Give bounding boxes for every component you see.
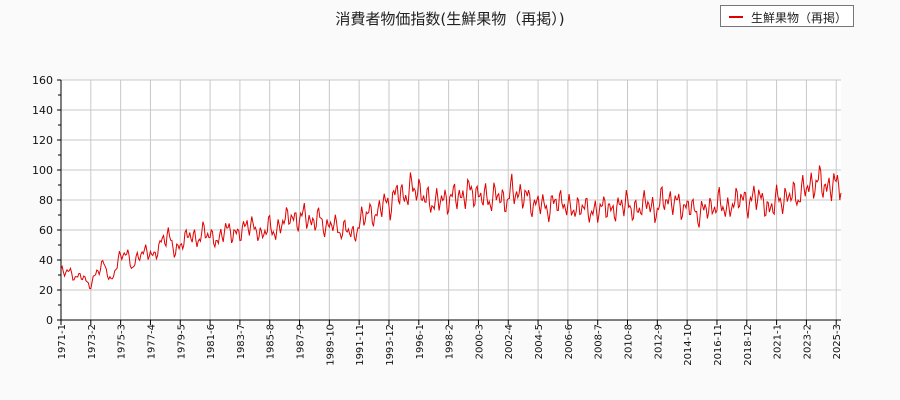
x-tick-label: 2014-10	[683, 324, 694, 366]
x-tick-label: 2016-11	[713, 324, 724, 366]
x-tick-label: 2018-12	[743, 324, 754, 366]
x-tick-label: 2010-8	[624, 324, 635, 359]
series-line-fresh-fruit	[60, 165, 842, 290]
x-tick-label: 1993-12	[385, 324, 396, 366]
x-tick-label: 2021-1	[773, 324, 784, 359]
y-tick-label: 120	[32, 134, 53, 147]
x-tick-label: 2006-6	[564, 324, 575, 359]
x-tick-label: 2023-2	[802, 324, 813, 359]
x-tick-label: 1981-6	[206, 324, 217, 359]
y-tick-label: 80	[39, 194, 53, 207]
legend-label: 生鮮果物（再掲）	[751, 11, 848, 25]
x-tick-label: 2004-5	[534, 324, 545, 359]
y-tick-label: 40	[39, 254, 53, 267]
x-tick-label: 2025-3	[832, 324, 843, 359]
x-tick-label: 1977-4	[146, 324, 157, 359]
x-tick-label: 2008-7	[594, 324, 605, 359]
x-tick-label: 2002-4	[504, 324, 515, 359]
y-tick-label: 140	[32, 104, 53, 117]
x-tick-label: 1983-7	[236, 324, 247, 359]
x-tick-label: 1979-5	[176, 324, 187, 359]
y-tick-label: 20	[39, 284, 53, 297]
x-tick-label: 1998-2	[445, 324, 456, 359]
x-tick-label: 1996-1	[415, 324, 426, 359]
x-tick-label: 2012-9	[653, 324, 664, 359]
legend: 生鮮果物（再掲）	[720, 5, 854, 27]
x-tick-label: 1989-10	[325, 324, 336, 366]
x-tick-label: 1985-8	[266, 324, 277, 359]
x-tick-label: 1973-2	[87, 324, 98, 359]
x-tick-label: 2000-3	[474, 324, 485, 359]
x-tick-label: 1987-9	[296, 324, 307, 359]
y-axis: 0 20 40 60 80 100 120 140 160	[32, 74, 62, 327]
y-tick-label: 160	[32, 74, 53, 87]
legend-line-swatch-icon	[729, 16, 743, 18]
x-tick-label: 1991-11	[355, 324, 366, 366]
x-axis: 1971-1 1973-2 1975-3 1977-4 1979-5 1981-6 1983…	[57, 319, 843, 366]
y-tick-label: 100	[32, 164, 53, 177]
x-tick-label: 1971-1	[57, 324, 68, 359]
chart-title: 消費者物価指数(生鮮果物（再掲）)	[335, 10, 565, 28]
x-tick-label: 1975-3	[117, 324, 128, 359]
y-tick-label: 0	[46, 314, 53, 327]
y-tick-label: 60	[39, 224, 53, 237]
